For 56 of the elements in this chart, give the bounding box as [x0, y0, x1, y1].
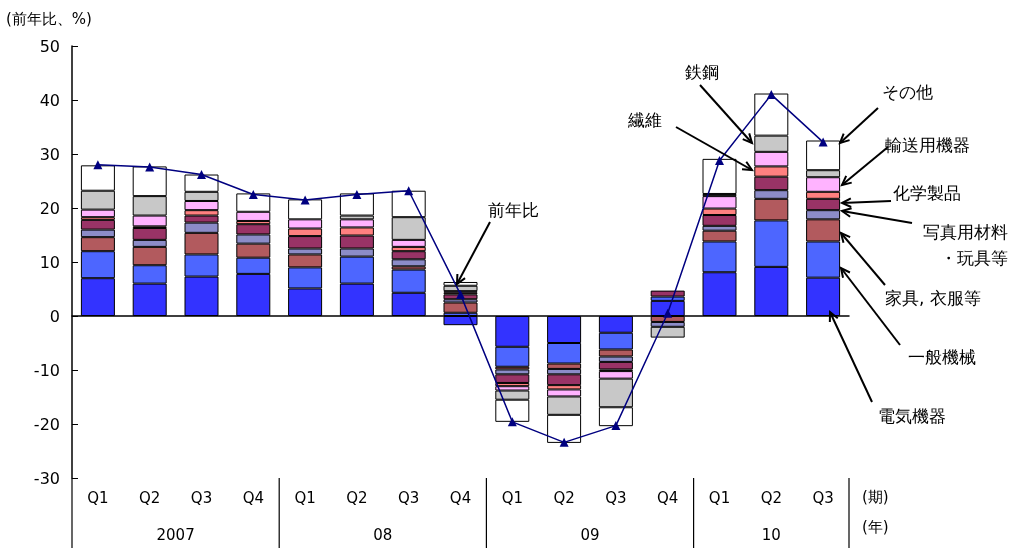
point — [715, 155, 724, 165]
y-tick-label: 40 — [39, 90, 60, 110]
legend-label: 輸送用機器 — [885, 135, 970, 155]
x-tick-label: Q4 — [242, 488, 264, 507]
text: 電気機器 — [878, 406, 946, 426]
text: 2007 — [156, 526, 195, 544]
x-tick-label: Q1 — [708, 488, 731, 507]
x-tick-label: Q3 — [605, 488, 627, 507]
y-tick-label: -10 — [33, 360, 60, 380]
x-tick-label: Q1 — [294, 488, 316, 507]
bar — [443, 302, 478, 313]
point — [248, 190, 258, 199]
point — [352, 190, 362, 199]
text: 家具, 衣服等 — [885, 288, 981, 308]
y-tick-label: -20 — [33, 414, 60, 434]
text: 08 — [373, 526, 393, 544]
y-axis-title: (前年比、%) — [6, 9, 92, 28]
y-tick-label: 30 — [39, 144, 60, 164]
x-tick-label: Q2 — [553, 488, 575, 507]
text: 一般機械 — [908, 347, 976, 367]
text: 鉄鋼 — [685, 62, 719, 82]
bar — [650, 326, 685, 338]
text: 写真用材料・玩具等 — [923, 222, 1008, 268]
x-tick-label: Q3 — [398, 488, 420, 507]
point — [197, 170, 206, 180]
x-tick-label: Q2 — [760, 488, 782, 507]
text: (期) — [862, 488, 889, 506]
text: 09 — [580, 526, 600, 544]
x-tick-label: Q2 — [346, 488, 368, 507]
bar — [339, 193, 374, 216]
x-tick-label: Q4 — [449, 488, 472, 507]
x-tick-label: Q1 — [87, 488, 109, 507]
x-tick-label: Q1 — [501, 488, 523, 507]
legend-label: 化学製品 — [893, 183, 961, 203]
bar — [702, 158, 737, 194]
point — [818, 137, 828, 147]
text: 繊維 — [627, 110, 662, 130]
x-tick-label: Q3 — [190, 488, 213, 507]
point — [611, 421, 621, 431]
y-tick-label: -30 — [33, 468, 60, 488]
y-tick-label: 0 — [49, 306, 60, 326]
x-tick-label: Q3 — [812, 488, 834, 507]
x-tick-label: Q4 — [657, 488, 679, 507]
point — [456, 289, 465, 299]
point — [766, 90, 776, 100]
x-tick-label: Q2 — [139, 488, 161, 507]
y-tick-label: 20 — [39, 198, 60, 218]
text: 前年比 — [488, 200, 539, 220]
text: 10 — [761, 526, 781, 544]
point — [559, 437, 569, 447]
bar — [443, 285, 478, 292]
text: その他 — [882, 82, 933, 102]
bar — [650, 290, 685, 297]
text: (年) — [862, 518, 889, 536]
y-tick-label: 50 — [39, 36, 60, 56]
y-tick-label: 10 — [39, 252, 60, 272]
